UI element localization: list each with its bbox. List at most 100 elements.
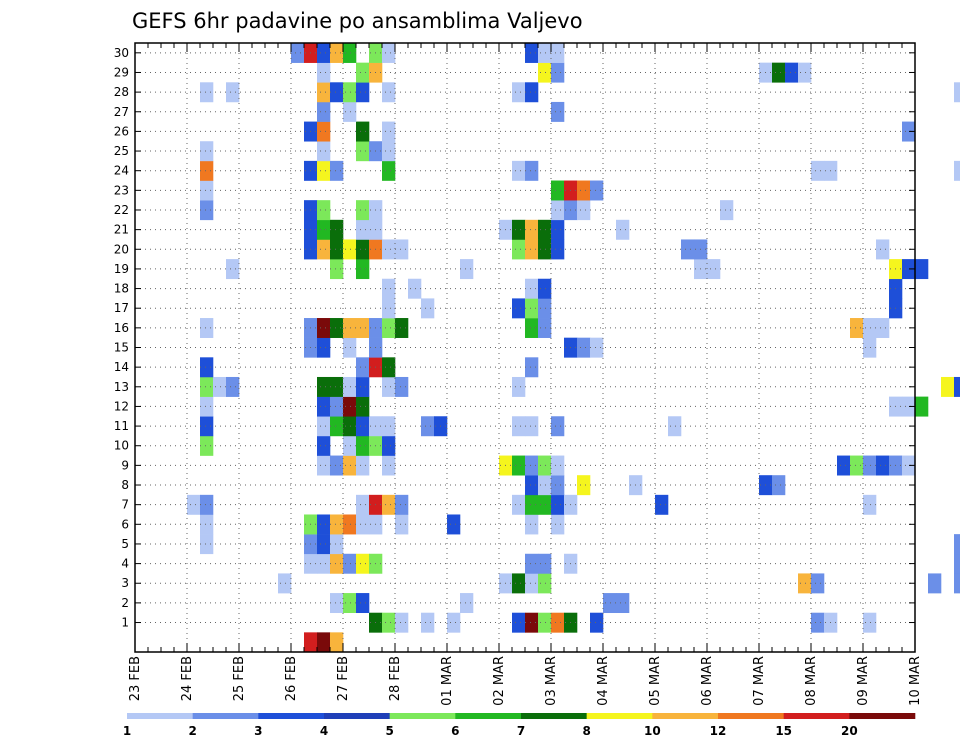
heatmap-cell-15 [811, 612, 825, 633]
heatmap-cell-152 [525, 357, 539, 378]
heatmap-cell-121 [512, 416, 526, 437]
heatmap-cell-1 [317, 632, 331, 653]
colorbar-label-4: 4 [320, 724, 328, 738]
heatmap-cell-93 [512, 455, 526, 476]
y-tick-label-25: 25 [114, 144, 129, 158]
heatmap-cell-161 [590, 337, 604, 358]
heatmap-cell-189 [382, 278, 396, 299]
colorbar-label-15: 15 [775, 724, 792, 738]
heatmap-cell-257 [382, 141, 396, 162]
x-tick-label-10: 05 MAR [648, 656, 663, 706]
y-tick-label-17: 17 [114, 301, 129, 315]
heatmap-cell-245 [317, 160, 331, 181]
y-tick-label-1: 1 [121, 616, 129, 630]
heatmap-cell-220 [330, 219, 344, 240]
heatmap-cell-76 [551, 494, 565, 515]
heatmap-cell-195 [330, 259, 344, 280]
heatmap-cell-294 [317, 43, 331, 63]
x-tick-label-13: 08 MAR [804, 656, 819, 706]
y-tick-label-3: 3 [121, 576, 129, 590]
heatmap-cell-183 [525, 298, 539, 319]
heatmap-cell-241 [577, 180, 591, 201]
heatmap-cell-296 [343, 43, 357, 63]
heatmap-cell-207 [356, 239, 370, 260]
heatmap-cell-134 [915, 396, 929, 417]
heatmap-cell-28 [525, 573, 539, 594]
colorbar: 1 2 3 4 5 6 7 8 10 12 15 20 [123, 713, 916, 738]
heatmap-cell-171 [395, 318, 409, 338]
heatmap-cell-98 [850, 455, 864, 476]
heatmap-cell-61 [395, 514, 409, 535]
heatmap-cell-80 [525, 475, 539, 496]
heatmap-cell-100 [876, 455, 890, 476]
heatmap-cell-19 [343, 593, 357, 614]
heatmap-cell-5 [382, 612, 396, 633]
heatmap-cell-9 [512, 612, 526, 633]
y-tick-label-14: 14 [114, 360, 129, 374]
heatmap-cell-33 [954, 573, 960, 594]
heatmap-cell-211 [512, 239, 526, 260]
y-tick-label-23: 23 [114, 183, 129, 197]
heatmap-cell-129 [330, 396, 344, 417]
heatmap-cell-8 [447, 612, 461, 633]
x-tick-label-14: 09 MAR [856, 656, 871, 706]
heatmap-cell-42 [538, 553, 552, 574]
heatmap-cell-133 [902, 396, 916, 417]
heatmap-cell-20 [356, 593, 370, 614]
heatmap-cell-156 [317, 337, 331, 358]
heatmap-cell-54 [200, 514, 214, 535]
heatmap-cell-116 [356, 416, 370, 437]
y-tick-label-13: 13 [114, 380, 129, 394]
heatmap-cell-190 [408, 278, 422, 299]
heatmap-cell-10 [525, 612, 539, 633]
heatmap-cell-137 [213, 376, 227, 397]
colorbar-segment-11 [849, 713, 916, 719]
y-tick-label-10: 10 [114, 439, 129, 453]
colorbar-label-10: 10 [644, 724, 661, 738]
y-tick-label-29: 29 [114, 65, 129, 79]
heatmap-cell-199 [707, 259, 721, 280]
y-tick-label-16: 16 [114, 321, 129, 335]
heatmap-cell-64 [551, 514, 565, 535]
heatmap-cell-175 [863, 318, 877, 338]
heatmap-cell-170 [382, 318, 396, 338]
heatmap-cell-301 [551, 43, 565, 63]
heatmap-cell-226 [538, 219, 552, 240]
heatmap-cell-172 [525, 318, 539, 338]
heatmap-cell-94 [525, 455, 539, 476]
x-tick-label-6: 01 MAR [440, 656, 455, 706]
heatmap-cell-73 [512, 494, 526, 515]
colorbar-segment-6 [521, 713, 587, 719]
heatmap-cell-113 [317, 416, 331, 437]
x-tick-label-8: 03 MAR [544, 656, 559, 706]
heatmap-cell-23 [616, 593, 630, 614]
heatmap-cell-86 [772, 475, 786, 496]
heatmap-cell-162 [863, 337, 877, 358]
y-tick-label-18: 18 [114, 282, 129, 296]
heatmap-cell-248 [512, 160, 526, 181]
heatmap-cell-141 [343, 376, 357, 397]
heatmap-cell-238 [200, 180, 214, 201]
colorbar-segment-4 [389, 713, 456, 719]
heatmap-cell-255 [356, 141, 370, 162]
heatmap-cell-114 [330, 416, 344, 437]
heatmap-cell-90 [356, 455, 370, 476]
heatmap-cell-228 [616, 219, 630, 240]
colorbar-label-12: 12 [710, 724, 727, 738]
heatmap-cell-62 [447, 514, 461, 535]
heatmap-cell-157 [343, 337, 357, 358]
y-tick-label-4: 4 [121, 557, 129, 571]
heatmap-cell-176 [876, 318, 890, 338]
heatmap-cell-127 [200, 396, 214, 417]
heatmap-cell-138 [226, 376, 240, 397]
heatmap-cell-234 [551, 200, 565, 221]
heatmap-cell-109 [356, 435, 370, 456]
heatmap-cell-36 [317, 553, 331, 574]
heatmap-cell-215 [681, 239, 695, 260]
heatmap-cell-286 [772, 62, 786, 83]
heatmap-cell-214 [551, 239, 565, 260]
heatmap-cell-180 [382, 298, 396, 319]
colorbar-label-8: 8 [582, 724, 590, 738]
heatmap-cell-58 [343, 514, 357, 535]
heatmap-cell-91 [382, 455, 396, 476]
